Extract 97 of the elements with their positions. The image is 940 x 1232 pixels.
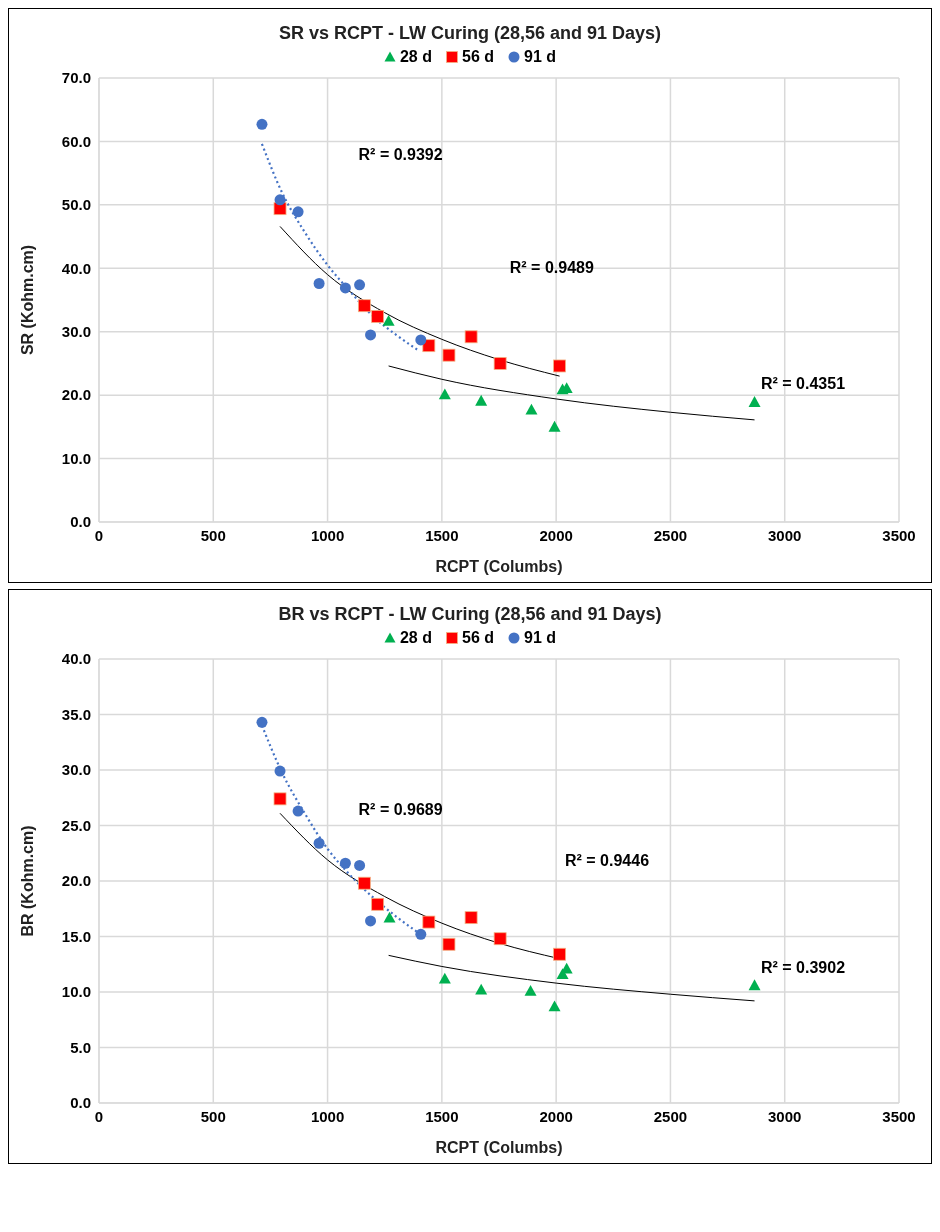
annotation: R² = 0.9689	[358, 800, 443, 819]
point	[383, 911, 396, 923]
point	[493, 932, 507, 946]
y-tick-label: 10.0	[61, 983, 91, 1001]
y-axis-title: SR (Kohm.cm)	[18, 244, 36, 356]
point	[475, 983, 488, 995]
point	[548, 1000, 561, 1012]
legend-label: 56 d	[461, 629, 494, 647]
x-tick-label: 2500	[653, 1107, 688, 1125]
point	[748, 396, 761, 407]
x-tick-label: 2000	[539, 1107, 573, 1125]
x-tick-label: 3000	[768, 526, 802, 544]
chart-title: SR vs RCPT - LW Curing (28,56 and 91 Days)	[277, 23, 663, 44]
point	[415, 334, 427, 346]
x-tick-label: 0	[94, 526, 104, 544]
point	[273, 792, 287, 806]
x-tick-label: 3000	[768, 1107, 802, 1125]
point	[442, 937, 456, 951]
point	[464, 911, 478, 925]
line-series	[388, 954, 756, 1002]
y-tick-label: 70.0	[61, 69, 91, 87]
point	[274, 194, 286, 206]
point	[438, 972, 451, 984]
y-tick-label: 15.0	[61, 927, 91, 945]
legend-label: 28 d	[398, 48, 432, 66]
chart-title: BR vs RCPT - LW Curing (28,56 and 91 Days)	[277, 604, 663, 625]
x-tick-label: 3500	[882, 1107, 916, 1125]
point	[493, 357, 507, 370]
y-axis-title: BR (Kohm.cm)	[18, 825, 36, 937]
annotation: R² = 0.9446	[564, 852, 650, 871]
point	[339, 282, 351, 294]
point	[548, 420, 561, 432]
y-tick-label: 25.0	[61, 816, 91, 834]
point	[292, 805, 304, 817]
x-axis-title: RCPT (Columbs)	[435, 558, 563, 575]
x-tick-label: 1000	[310, 1107, 345, 1125]
point	[339, 857, 351, 869]
point	[371, 310, 385, 323]
annotation: R² = 0.3902	[760, 959, 846, 978]
point	[256, 118, 268, 130]
y-tick-label: 0.0	[70, 513, 91, 531]
y-tick-label: 10.0	[61, 449, 91, 467]
point	[553, 359, 566, 373]
point	[365, 915, 377, 927]
point	[475, 394, 488, 406]
x-tick-label: 1500	[425, 1107, 459, 1125]
y-tick-label: 30.0	[61, 761, 91, 779]
point	[357, 299, 371, 313]
point	[415, 928, 427, 940]
x-axis-title: RCPT (Columbs)	[435, 1139, 563, 1156]
point	[313, 278, 325, 290]
x-tick-label: 3500	[882, 526, 916, 544]
legend-label: 91 d	[523, 629, 557, 647]
point	[357, 876, 371, 890]
annotation: R² = 0.4351	[760, 375, 846, 394]
x-tick-label: 500	[200, 1107, 226, 1125]
point	[371, 897, 385, 911]
x-tick-label: 2000	[539, 526, 573, 544]
y-tick-label: 20.0	[61, 386, 91, 404]
point	[524, 984, 537, 996]
y-tick-label: 5.0	[70, 1038, 91, 1056]
point	[354, 279, 366, 291]
point	[274, 765, 286, 777]
point	[553, 947, 566, 961]
x-tick-label: 0	[94, 1107, 104, 1125]
x-tick-label: 1000	[310, 526, 345, 544]
point	[365, 329, 377, 341]
y-tick-label: 60.0	[61, 132, 91, 150]
x-tick-label: 2500	[653, 526, 688, 544]
point	[354, 859, 366, 871]
y-tick-label: 35.0	[61, 705, 91, 723]
annotation: R² = 0.9489	[509, 258, 594, 277]
y-tick-label: 40.0	[61, 259, 91, 277]
point	[382, 314, 395, 326]
legend-label: 56 d	[461, 48, 494, 66]
legend-label: 28 d	[398, 629, 432, 647]
point	[422, 339, 436, 353]
legend-label: 91 d	[523, 48, 557, 66]
y-tick-label: 30.0	[61, 323, 91, 341]
line-series	[388, 365, 756, 421]
y-tick-label: 0.0	[70, 1094, 91, 1112]
point	[273, 202, 287, 216]
point	[748, 979, 761, 991]
y-tick-label: 40.0	[61, 650, 91, 668]
point	[313, 837, 325, 849]
y-tick-label: 20.0	[61, 872, 91, 890]
point	[442, 348, 456, 362]
point	[525, 403, 538, 415]
x-tick-label: 1500	[425, 526, 459, 544]
y-tick-label: 50.0	[61, 196, 91, 214]
annotation: R² = 0.9392	[358, 145, 443, 164]
point	[422, 915, 436, 929]
point	[464, 330, 478, 344]
x-tick-label: 500	[200, 526, 226, 544]
point	[438, 388, 451, 400]
point	[256, 716, 268, 728]
point	[292, 206, 304, 218]
